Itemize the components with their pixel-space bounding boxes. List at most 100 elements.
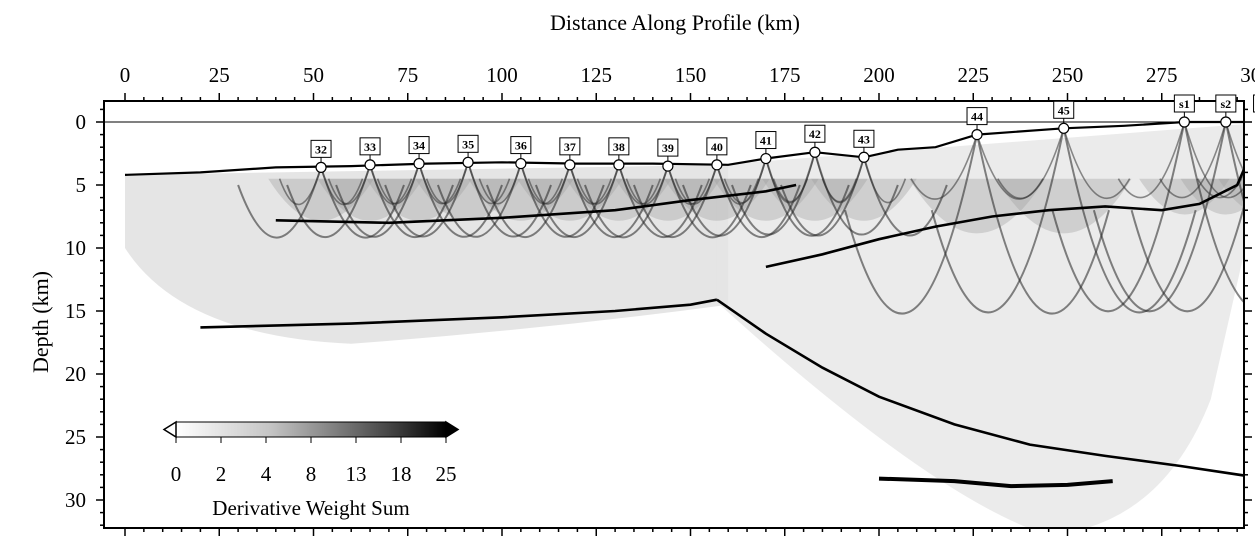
ray-arc <box>369 164 454 239</box>
station-markers: 32 33 34 35 36 37 38 39 40 41 42 43 44 45 s1 s2 s3 <box>310 94 1255 173</box>
colorbar-tick-label: 18 <box>391 462 412 486</box>
x-tick-label: 100 <box>486 63 518 87</box>
station-circle <box>1058 122 1070 134</box>
ray-arc <box>534 164 620 239</box>
boundary-reflector-mid <box>765 166 1244 269</box>
station-s3: s3 <box>1253 94 1255 113</box>
station-label-box <box>853 129 875 148</box>
station-label: 41 <box>760 134 772 148</box>
station-label-box <box>1215 94 1237 113</box>
station-label: 40 <box>711 140 723 154</box>
x-tick-label: 75 <box>397 63 418 87</box>
ray-arc-short <box>576 164 620 205</box>
colorbar-title: Derivative Weight Sum <box>212 496 409 520</box>
ray-arc-short <box>418 163 462 205</box>
station-label-box <box>510 136 532 155</box>
station-34: 34 <box>408 136 430 170</box>
station-circle <box>413 157 425 170</box>
station-33: 33 <box>359 137 381 171</box>
x-tick-label: 250 <box>1052 63 1084 87</box>
station-label: s1 <box>1179 97 1190 111</box>
x-tick-label: 225 <box>958 63 990 87</box>
station-label: 35 <box>462 137 474 151</box>
station-s2: s2 <box>1215 94 1237 128</box>
station-circle <box>1220 116 1232 128</box>
colorbar-tick-label: 0 <box>171 462 182 486</box>
ray-arc-short <box>467 162 511 205</box>
station-label: 33 <box>364 140 376 154</box>
station-circle <box>613 159 625 171</box>
y-tick-label: 5 <box>76 173 87 197</box>
x-tick-label: 275 <box>1146 63 1178 87</box>
x-tick-label: 0 <box>120 63 131 87</box>
top-axis-title: Distance Along Profile (km) <box>550 10 800 35</box>
ray-paths <box>237 121 1244 315</box>
ray-arc <box>320 167 405 239</box>
ray-arc-short <box>863 157 907 204</box>
station-label: 39 <box>662 141 674 155</box>
ray-arc <box>286 164 372 239</box>
ray-arc <box>976 134 1110 315</box>
ray-arc-short <box>910 134 978 200</box>
boundary-moho-west <box>200 298 718 329</box>
station-circle <box>858 151 870 163</box>
ray-arc <box>930 128 1065 314</box>
station-label-box <box>608 137 630 156</box>
station-circle <box>711 159 723 171</box>
ray-arc-short <box>1196 172 1244 199</box>
colorbar-tick-label: 4 <box>261 462 272 486</box>
colorbar: 0 2 4 8 13 18 25 Derivative Weight Sum <box>162 420 460 520</box>
station-45: 45 <box>1053 100 1075 134</box>
station-42: 42 <box>804 124 826 158</box>
station-label: 32 <box>315 142 327 156</box>
colorbar-ramp <box>175 421 447 438</box>
x-tick-label: 200 <box>863 63 895 87</box>
ray-arc <box>237 167 322 239</box>
station-label-box <box>408 136 430 155</box>
x-tick-label: 300 <box>1240 63 1255 87</box>
x-tick-label: 25 <box>209 63 230 87</box>
colorbar-tick-label: 2 <box>216 462 227 486</box>
station-41: 41 <box>755 131 777 165</box>
ray-arc-short <box>821 157 865 204</box>
ray-arc-short <box>527 164 571 205</box>
station-label-box <box>657 138 679 157</box>
ray-arc <box>568 164 654 239</box>
station-32: 32 <box>310 139 332 173</box>
station-circle <box>809 146 821 158</box>
ray-arc-short <box>618 164 662 205</box>
ray-arc-short <box>369 164 413 205</box>
ray-arc-short <box>520 163 564 205</box>
ray-arc <box>844 134 978 315</box>
ray-arc <box>633 164 718 239</box>
ray-arc-short <box>1225 121 1244 174</box>
colorbar-tick-label: 25 <box>436 462 457 486</box>
y-tick-label: 15 <box>65 299 86 323</box>
ray-arc-short <box>376 163 420 205</box>
ray-arc-short <box>814 152 858 203</box>
y-tick-label: 25 <box>65 425 86 449</box>
station-label: 42 <box>809 127 821 141</box>
station-label-box <box>804 124 826 143</box>
ray-arc <box>1051 121 1186 313</box>
ray-arc <box>666 165 752 239</box>
station-label: s2 <box>1221 97 1232 111</box>
ray-coverage-shading <box>125 124 1244 528</box>
boundary-deep-reflector <box>878 476 1113 489</box>
ray-arc-short <box>320 167 364 206</box>
station-39: 39 <box>657 138 679 172</box>
station-37: 37 <box>559 137 581 171</box>
station-circle <box>515 157 527 170</box>
station-label: 36 <box>515 139 527 153</box>
ray-arc-short <box>625 165 669 205</box>
ray-arc <box>617 164 703 239</box>
ray-arc <box>485 164 571 239</box>
ray-arc-short <box>425 162 469 205</box>
station-44: 44 <box>966 107 988 141</box>
ray-arc <box>584 165 669 239</box>
x-tick-label: 125 <box>581 63 613 87</box>
station-label-box <box>966 107 988 126</box>
station-label: 37 <box>564 140 576 154</box>
